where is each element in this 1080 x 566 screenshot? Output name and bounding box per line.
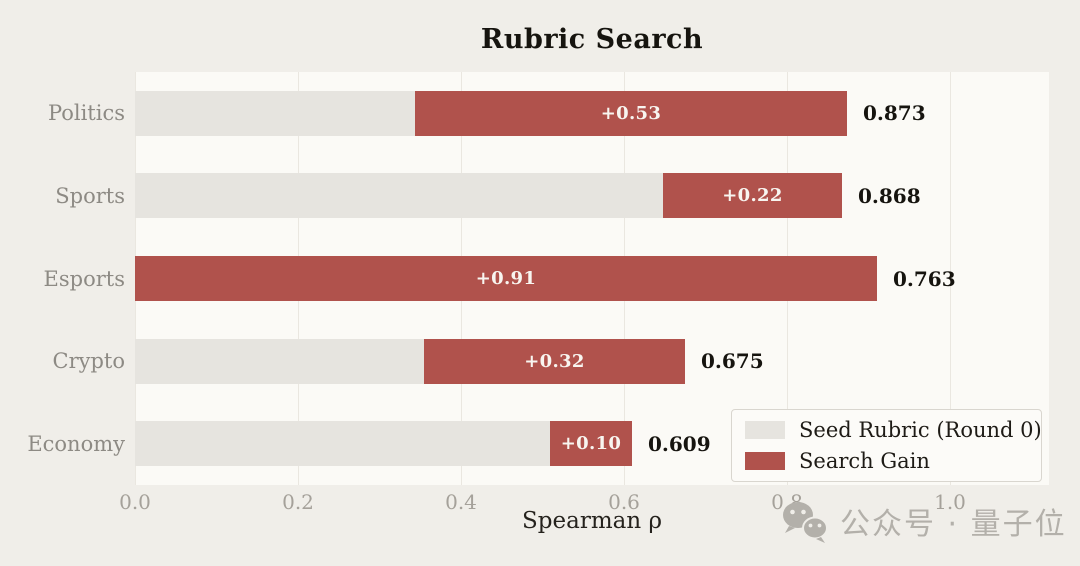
legend-swatch-search-gain bbox=[745, 452, 785, 470]
legend-item-seed-rubric: Seed Rubric (Round 0) bbox=[745, 418, 1042, 442]
seed-bar-segment bbox=[135, 173, 663, 219]
gain-value-label: +0.22 bbox=[722, 185, 783, 207]
legend: Seed Rubric (Round 0) Search Gain bbox=[731, 409, 1042, 482]
x-tick-label: 0.0 bbox=[119, 490, 151, 514]
x-tick-label: 0.6 bbox=[608, 490, 640, 514]
gain-value-label: +0.91 bbox=[475, 268, 537, 289]
category-label-sports: Sports bbox=[55, 183, 125, 208]
legend-swatch-seed-rubric bbox=[745, 421, 785, 439]
x-tick-label: 1.0 bbox=[934, 490, 966, 514]
plot-area: +0.53 +0.22 +0.91 +0.32 +0.10 bbox=[135, 72, 1049, 485]
chart-title: Rubric Search bbox=[480, 24, 704, 55]
gain-bar-segment: +0.91 bbox=[135, 256, 877, 301]
watermark-text: 公众号 · 量子位 bbox=[840, 507, 1067, 542]
legend-label-search-gain: Search Gain bbox=[799, 449, 930, 473]
category-label-esports: Esports bbox=[43, 266, 125, 291]
category-label-crypto: Crypto bbox=[52, 349, 126, 374]
gain-bar-segment: +0.32 bbox=[424, 338, 685, 384]
legend-label-seed-rubric: Seed Rubric (Round 0) bbox=[799, 418, 1042, 442]
category-label-economy: Economy bbox=[27, 431, 125, 456]
total-value-label: 0.675 bbox=[701, 349, 764, 374]
gain-value-label: +0.32 bbox=[524, 350, 585, 372]
x-axis-label: Spearman ρ bbox=[522, 508, 662, 534]
x-tick-label: 0.4 bbox=[445, 490, 477, 514]
gain-bar-segment: +0.10 bbox=[550, 421, 632, 467]
total-value-label: 0.868 bbox=[858, 183, 921, 208]
gain-bar-segment: +0.22 bbox=[663, 173, 842, 219]
legend-item-search-gain: Search Gain bbox=[745, 449, 1028, 473]
seed-bar-segment bbox=[135, 90, 415, 136]
total-value-label: 0.763 bbox=[893, 266, 956, 291]
seed-bar-segment bbox=[135, 421, 550, 467]
x-tick-label: 0.2 bbox=[282, 490, 314, 514]
gain-bar-segment: +0.53 bbox=[415, 90, 847, 136]
gridline bbox=[950, 72, 951, 485]
total-value-label: 0.609 bbox=[648, 431, 711, 456]
total-value-label: 0.873 bbox=[863, 101, 926, 126]
gain-value-label: +0.10 bbox=[560, 433, 622, 455]
category-label-politics: Politics bbox=[47, 101, 125, 126]
watermark: 公众号 · 量子位 bbox=[778, 498, 1067, 544]
gain-value-label: +0.53 bbox=[600, 102, 662, 124]
seed-bar-segment bbox=[135, 338, 424, 384]
wechat-icon bbox=[783, 502, 828, 543]
